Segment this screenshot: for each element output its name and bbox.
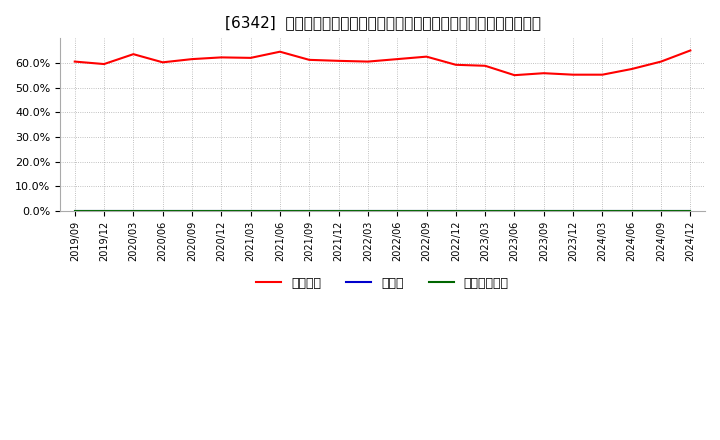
のれん — [393, 209, 402, 214]
繰延税金資産 — [422, 209, 431, 214]
のれん — [686, 209, 695, 214]
自己資本 — [188, 56, 197, 62]
のれん — [481, 209, 490, 214]
のれん — [364, 209, 372, 214]
自己資本 — [627, 66, 636, 72]
のれん — [305, 209, 314, 214]
のれん — [188, 209, 197, 214]
繰延税金資産 — [364, 209, 372, 214]
自己資本 — [393, 56, 402, 62]
繰延税金資産 — [188, 209, 197, 214]
のれん — [246, 209, 255, 214]
自己資本 — [71, 59, 79, 64]
自己資本 — [305, 57, 314, 62]
自己資本 — [598, 72, 607, 77]
繰延税金資産 — [598, 209, 607, 214]
繰延税金資産 — [217, 209, 225, 214]
繰延税金資産 — [393, 209, 402, 214]
自己資本 — [422, 54, 431, 59]
自己資本 — [246, 55, 255, 61]
繰延税金資産 — [305, 209, 314, 214]
のれん — [422, 209, 431, 214]
繰延税金資産 — [246, 209, 255, 214]
繰延税金資産 — [158, 209, 167, 214]
繰延税金資産 — [481, 209, 490, 214]
自己資本 — [510, 73, 519, 78]
自己資本 — [100, 62, 109, 67]
繰延税金資産 — [129, 209, 138, 214]
自己資本 — [569, 72, 577, 77]
繰延税金資産 — [100, 209, 109, 214]
自己資本 — [481, 63, 490, 69]
自己資本 — [657, 59, 665, 64]
のれん — [129, 209, 138, 214]
自己資本 — [217, 55, 225, 60]
Legend: 自己資本, のれん, 繰延税金資産: 自己資本, のれん, 繰延税金資産 — [251, 272, 514, 295]
のれん — [627, 209, 636, 214]
自己資本 — [686, 48, 695, 53]
のれん — [657, 209, 665, 214]
のれん — [510, 209, 519, 214]
繰延税金資産 — [686, 209, 695, 214]
のれん — [71, 209, 79, 214]
自己資本 — [129, 51, 138, 57]
繰延税金資産 — [539, 209, 548, 214]
自己資本 — [364, 59, 372, 64]
自己資本 — [539, 70, 548, 76]
のれん — [598, 209, 607, 214]
繰延税金資産 — [71, 209, 79, 214]
繰延税金資産 — [451, 209, 460, 214]
のれん — [539, 209, 548, 214]
繰延税金資産 — [276, 209, 284, 214]
繰延税金資産 — [569, 209, 577, 214]
のれん — [451, 209, 460, 214]
のれん — [569, 209, 577, 214]
Title: [6342]  自己資本、のれん、繰延税金資産の総資産に対する比率の推移: [6342] 自己資本、のれん、繰延税金資産の総資産に対する比率の推移 — [225, 15, 541, 30]
のれん — [100, 209, 109, 214]
繰延税金資産 — [627, 209, 636, 214]
自己資本 — [334, 58, 343, 63]
繰延税金資産 — [510, 209, 519, 214]
のれん — [158, 209, 167, 214]
自己資本 — [276, 49, 284, 55]
のれん — [334, 209, 343, 214]
のれん — [217, 209, 225, 214]
のれん — [276, 209, 284, 214]
自己資本 — [451, 62, 460, 67]
繰延税金資産 — [657, 209, 665, 214]
Line: 自己資本: 自己資本 — [75, 51, 690, 75]
繰延税金資産 — [334, 209, 343, 214]
自己資本 — [158, 60, 167, 65]
